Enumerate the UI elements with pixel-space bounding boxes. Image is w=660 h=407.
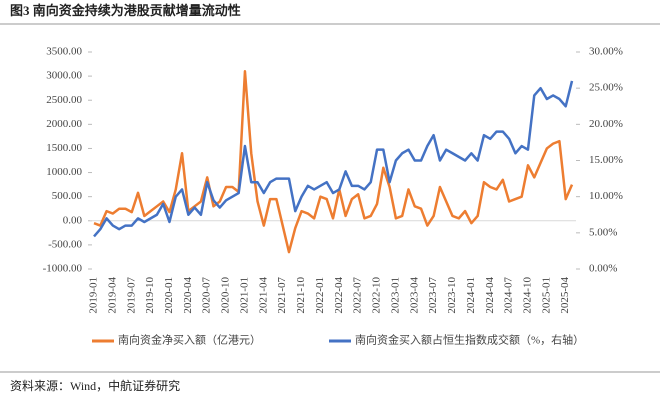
y2-tick-label: 10.00% [589, 190, 623, 202]
series-line [93, 70, 574, 254]
y-tick-label: 500.00 [52, 190, 83, 202]
x-tick-label: 2020-04 [182, 277, 194, 314]
x-tick-label: 2024-04 [484, 277, 496, 314]
x-tick-label: 2020-07 [201, 277, 213, 314]
y-tick-label: 3500.00 [46, 46, 82, 58]
x-tick-label: 2019-04 [106, 277, 118, 314]
y-tick-label: 1000.00 [46, 166, 82, 178]
y-tick-label: 1500.00 [46, 142, 82, 154]
y-tick-label: -500.00 [48, 238, 82, 250]
y-tick-label: 2500.00 [46, 94, 82, 106]
y-tick-label: 2000.00 [46, 118, 82, 130]
y2-tick-label: 20.00% [589, 118, 623, 130]
x-tick-label: 2022-01 [314, 277, 326, 314]
x-tick-label: 2023-07 [427, 277, 439, 314]
y2-tick-label: 30.00% [589, 46, 623, 58]
x-tick-label: 2020-01 [163, 277, 175, 314]
y-tick-label: -1000.00 [43, 263, 83, 275]
x-tick-label: 2023-10 [446, 277, 458, 314]
x-tick-label: 2022-04 [333, 277, 345, 314]
series-line [93, 80, 574, 238]
source-note: 资料来源：Wind，中航证券研究 [10, 378, 180, 393]
x-tick-label: 2024-07 [503, 277, 515, 314]
x-tick-label: 2021-07 [276, 277, 288, 314]
y-tick-label: 3000.00 [46, 70, 82, 82]
x-tick-label: 2024-10 [522, 277, 534, 314]
x-tick-label: 2021-04 [257, 277, 269, 314]
y2-tick-label: 5.00% [589, 226, 617, 238]
x-tick-label: 2019-01 [88, 277, 100, 314]
x-tick-label: 2019-10 [144, 277, 156, 314]
x-tick-label: 2020-10 [220, 277, 232, 314]
legend-label: 南向资金买入额占恒生指数成交额（%，右轴） [355, 333, 584, 347]
y-tick-label: 0.00 [63, 214, 83, 226]
x-tick-label: 2025-04 [559, 277, 571, 314]
y2-tick-label: 0.00% [589, 263, 617, 275]
legend-label: 南向资金净买入额（亿港元） [118, 333, 261, 347]
x-tick-label: 2019-07 [125, 277, 137, 314]
x-tick-label: 2021-01 [238, 277, 250, 314]
x-tick-label: 2022-07 [352, 277, 364, 314]
x-tick-label: 2022-10 [371, 277, 383, 314]
chart-title: 图3 南向资金持续为港股贡献增量流动性 [10, 3, 241, 18]
x-tick-label: 2025-01 [540, 277, 552, 314]
x-tick-label: 2023-01 [389, 277, 401, 314]
y2-tick-label: 25.00% [589, 82, 623, 94]
x-tick-label: 2021-10 [295, 277, 307, 314]
x-tick-label: 2023-04 [408, 277, 420, 314]
x-tick-label: 2024-01 [465, 277, 477, 314]
y2-tick-label: 15.00% [589, 154, 623, 166]
